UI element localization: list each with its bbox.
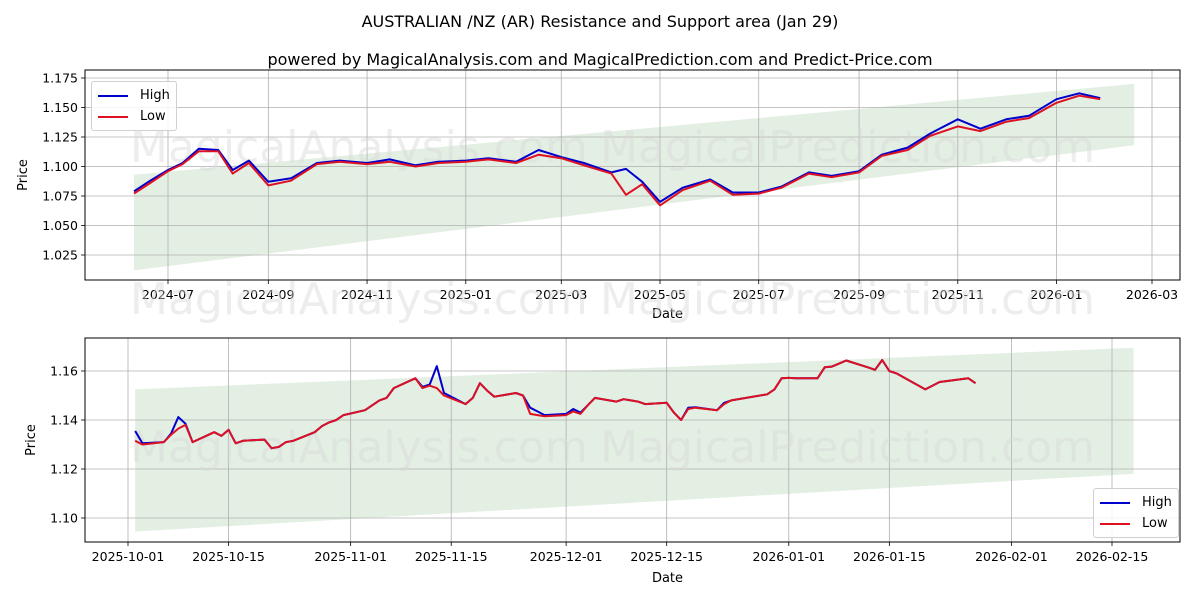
axes-frame <box>84 69 1181 281</box>
y-tick-label: 1.16 <box>50 364 78 379</box>
y-tick-label: 1.100 <box>42 159 78 174</box>
x-tick-label: 2025-10-01 <box>92 549 165 564</box>
x-tick-label: 2026-02-15 <box>1076 549 1149 564</box>
y-tick-label: 1.025 <box>42 248 78 263</box>
high-line-swatch-icon <box>98 94 128 97</box>
x-tick-label: 2025-11 <box>932 287 984 302</box>
legend-top: High Low <box>91 81 177 131</box>
x-tick-label: 2025-09 <box>833 287 885 302</box>
high-series-line <box>133 92 1101 203</box>
x-tick-label: 2025-11-01 <box>314 549 387 564</box>
x-axis-label: Date <box>652 307 683 322</box>
main-chart: 2024-07 2024-09 2024-11 2025-01 2025-03 2025-… <box>16 69 1181 322</box>
low-series-line <box>133 94 1101 207</box>
x-tick-label: 2025-10-15 <box>192 549 265 564</box>
y-tick-label: 1.175 <box>42 71 78 86</box>
watermark-text: MagicalPrediction.com <box>600 274 1095 325</box>
y-tick-label: 1.125 <box>42 130 78 145</box>
legend-low-label: Low <box>1142 516 1168 531</box>
legend-item-low: Low <box>1100 513 1172 534</box>
x-tick-label: 2026-01-01 <box>752 549 825 564</box>
watermark-text: MagicalPrediction.com <box>600 122 1095 173</box>
x-tick-label: 2025-12-01 <box>530 549 603 564</box>
legend-high-label: High <box>1142 495 1172 510</box>
high-line-swatch-icon <box>1100 501 1130 504</box>
x-tick-label: 2025-07 <box>733 287 785 302</box>
legend-item-high: High <box>98 85 170 106</box>
x-tick-label: 2026-02-01 <box>975 549 1048 564</box>
x-tick-label: 2025-05 <box>634 287 686 302</box>
y-tick-label: 1.12 <box>50 462 78 477</box>
x-tick-label: 2025-12-15 <box>630 549 703 564</box>
watermark-text: MagicalAnalysis.com <box>130 122 588 173</box>
low-line-swatch-icon <box>98 115 128 118</box>
x-tick-label: 2025-11-15 <box>415 549 488 564</box>
x-tick-label: 2024-07 <box>142 287 194 302</box>
y-tick-label: 1.150 <box>42 100 78 115</box>
x-tick-label: 2026-01 <box>1030 287 1082 302</box>
x-tick-label: 2024-09 <box>242 287 294 302</box>
x-tick-label: 2025-03 <box>535 287 587 302</box>
watermark-text: MagicalAnalysis.com <box>130 422 588 473</box>
zoom-chart: 2025-10-01 2025-10-15 2025-11-01 2025-11-15… <box>24 337 1181 586</box>
y-tick-label: 1.10 <box>50 511 78 526</box>
low-series-line <box>134 359 977 450</box>
x-axis-label: Date <box>652 571 683 586</box>
y-tick-label: 1.14 <box>50 413 78 428</box>
low-line-swatch-icon <box>1100 522 1130 525</box>
y-tick-label: 1.050 <box>42 218 78 233</box>
y-axis-label: Price <box>16 159 31 191</box>
legend-high-label: High <box>140 88 170 103</box>
support-resistance-band <box>134 83 1135 271</box>
x-tick-label: 2026-03 <box>1126 287 1178 302</box>
watermark-text: MagicalAnalysis.com <box>130 274 588 325</box>
watermark-text: MagicalPrediction.com <box>600 422 1095 473</box>
legend-bottom: High Low <box>1093 488 1179 538</box>
x-tick-label: 2024-11 <box>341 287 393 302</box>
axes-frame <box>84 337 1181 543</box>
y-axis-label: Price <box>24 424 39 456</box>
y-tick-label: 1.075 <box>42 189 78 204</box>
chart-title: AUSTRALIAN /NZ (AR) Resistance and Suppo… <box>361 12 839 31</box>
legend-item-high: High <box>1100 492 1172 513</box>
legend-low-label: Low <box>140 109 166 124</box>
x-tick-label: 2025-01 <box>440 287 492 302</box>
chart-subtitle: powered by MagicalAnalysis.com and Magic… <box>267 50 933 69</box>
legend-item-low: Low <box>98 106 170 127</box>
x-tick-label: 2026-01-15 <box>853 549 926 564</box>
support-resistance-band <box>135 347 1134 532</box>
